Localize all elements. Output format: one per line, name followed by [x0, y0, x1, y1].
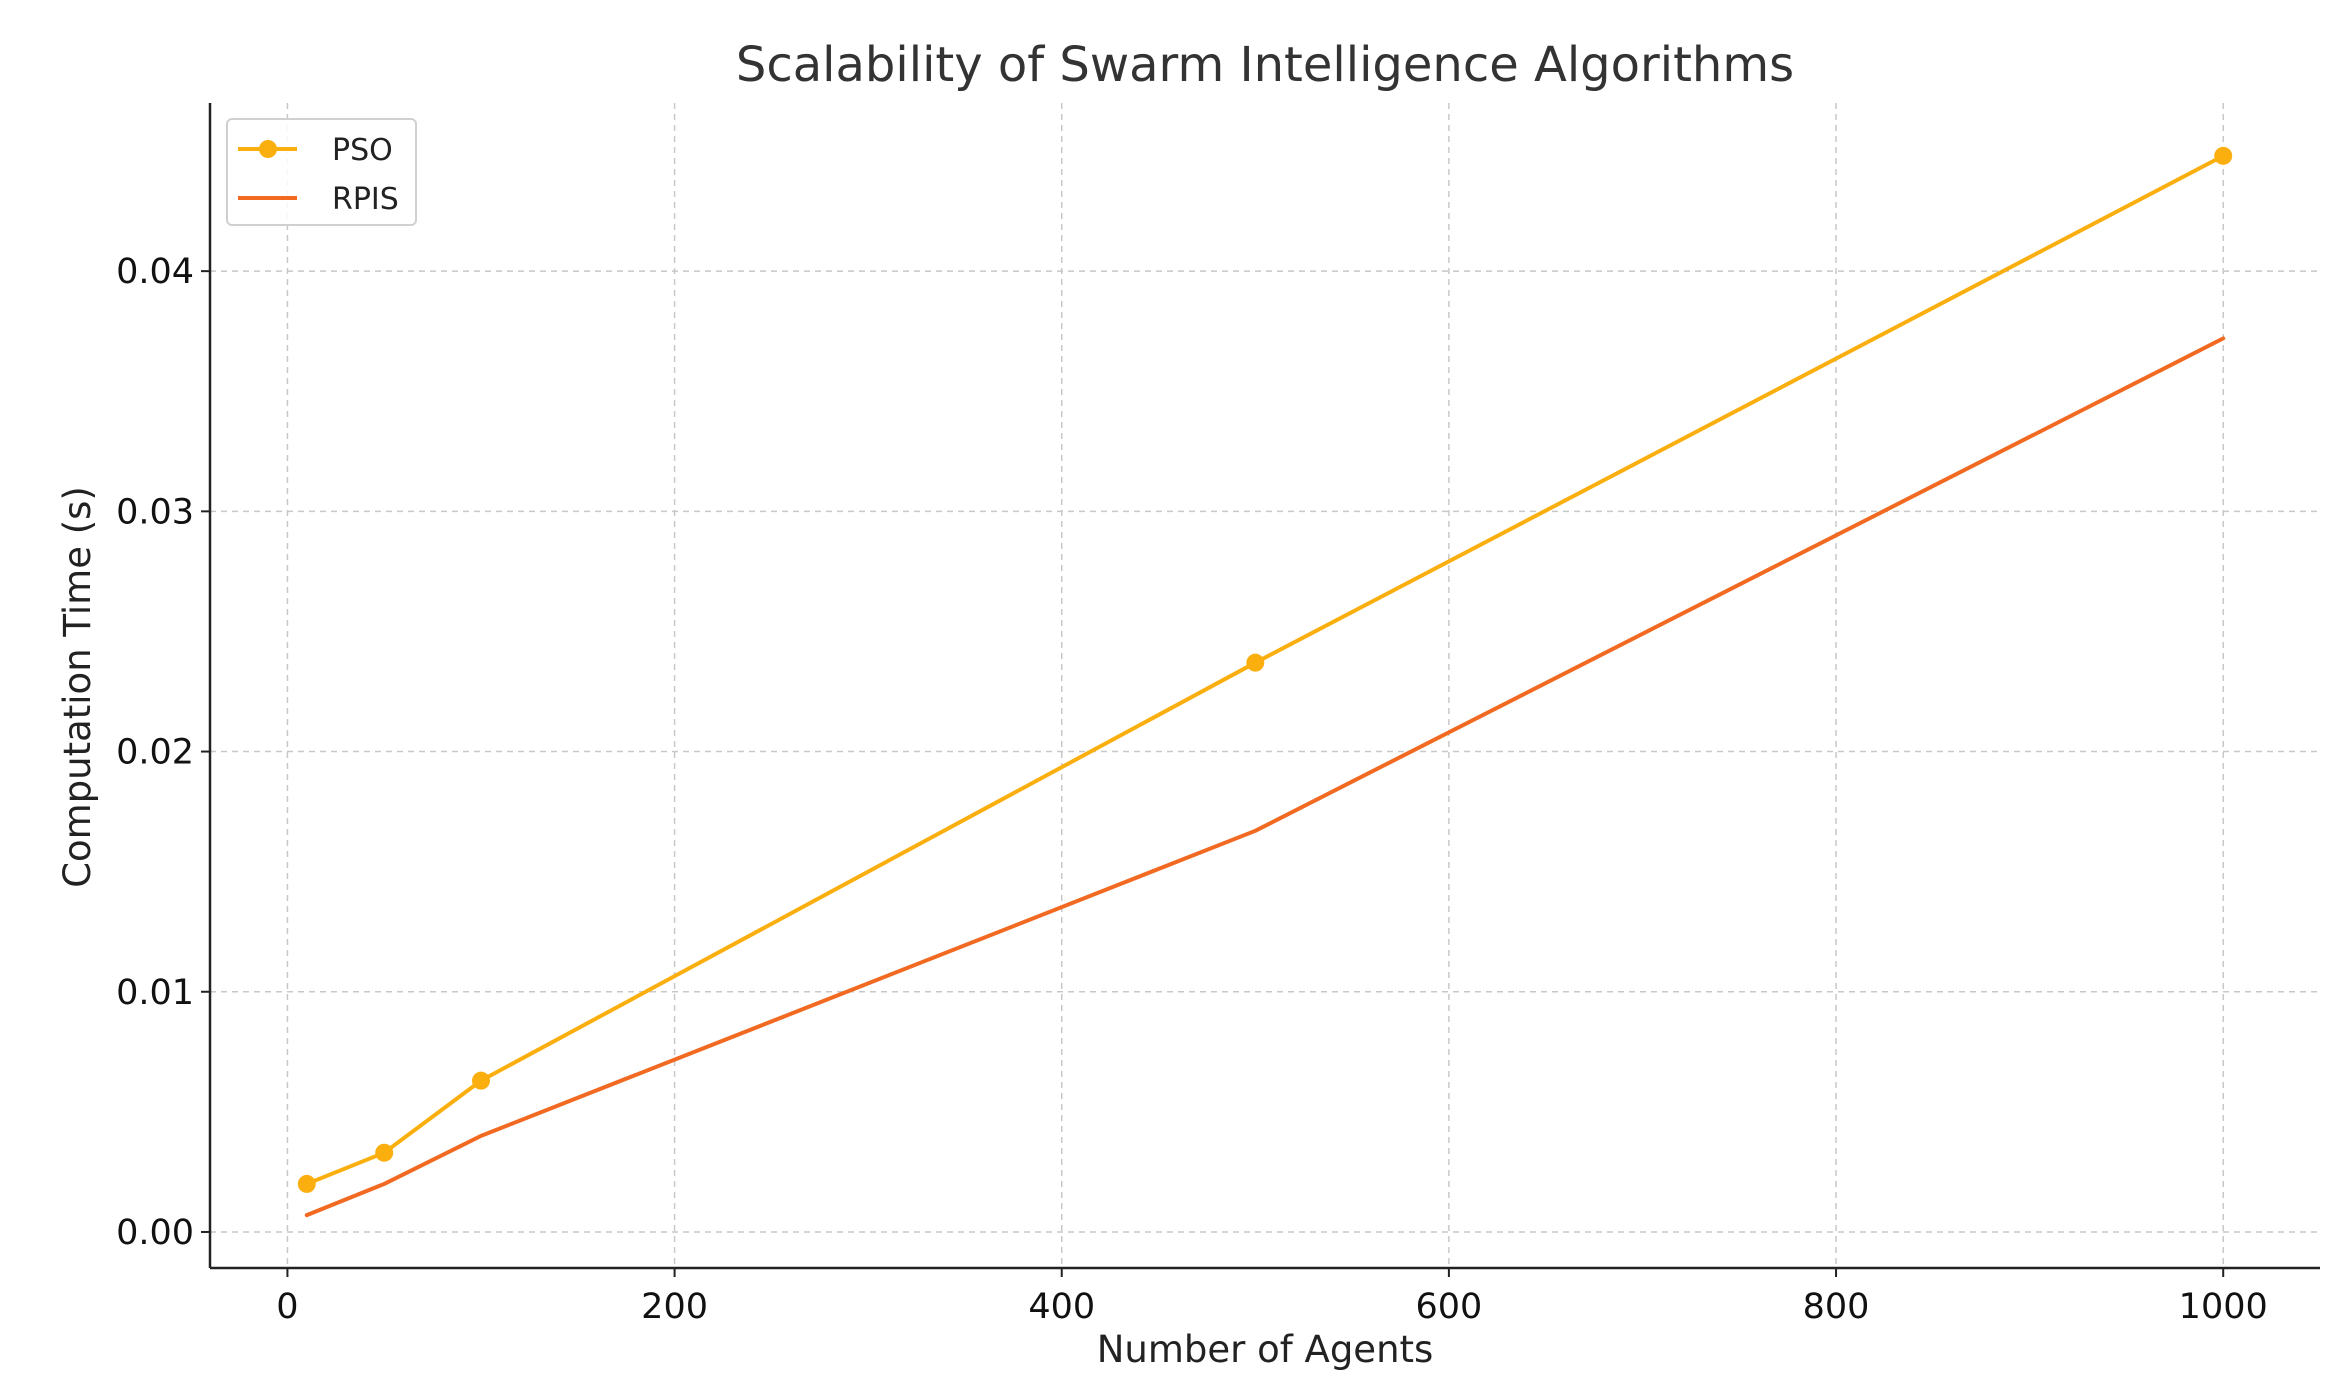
pso-data-point	[2214, 146, 2233, 165]
grid-lines	[210, 103, 2320, 1268]
y-axis-label: Computation Time (s)	[56, 486, 99, 888]
y-tick-label: 0.02	[116, 733, 194, 773]
x-tick-label: 800	[1803, 1287, 1870, 1327]
legend-pso-marker	[259, 140, 277, 158]
rpis-series-line	[304, 336, 2226, 1218]
y-tick-label: 0.01	[116, 973, 194, 1013]
pso-data-point	[1246, 653, 1265, 672]
chart-title: Scalability of Swarm Intelligence Algori…	[736, 37, 1794, 93]
y-tick-label: 0.04	[116, 252, 194, 292]
x-tick-label: 200	[641, 1287, 708, 1327]
pso-data-point	[297, 1174, 316, 1193]
pso-data-point	[472, 1071, 491, 1090]
legend: PSO RPIS	[226, 118, 417, 226]
legend-pso-label: PSO	[332, 133, 393, 168]
y-tick-label: 0.03	[116, 492, 194, 532]
y-tick-label: 0.00	[116, 1213, 194, 1253]
series-group	[297, 146, 2233, 1218]
axes	[208, 103, 2320, 1270]
x-axis-label: Number of Agents	[1097, 1328, 1434, 1371]
x-tick-label: 1000	[2179, 1287, 2268, 1327]
x-tick-label: 0	[276, 1287, 298, 1327]
x-tick-label: 600	[1415, 1287, 1482, 1327]
pso-data-point	[375, 1143, 394, 1162]
tick-labels: 0 200 400 600 800 1000 0.00 0.01 0.02 0.03 0.04	[116, 252, 2268, 1327]
legend-rpis-label: RPIS	[332, 182, 399, 217]
x-tick-label: 400	[1028, 1287, 1095, 1327]
